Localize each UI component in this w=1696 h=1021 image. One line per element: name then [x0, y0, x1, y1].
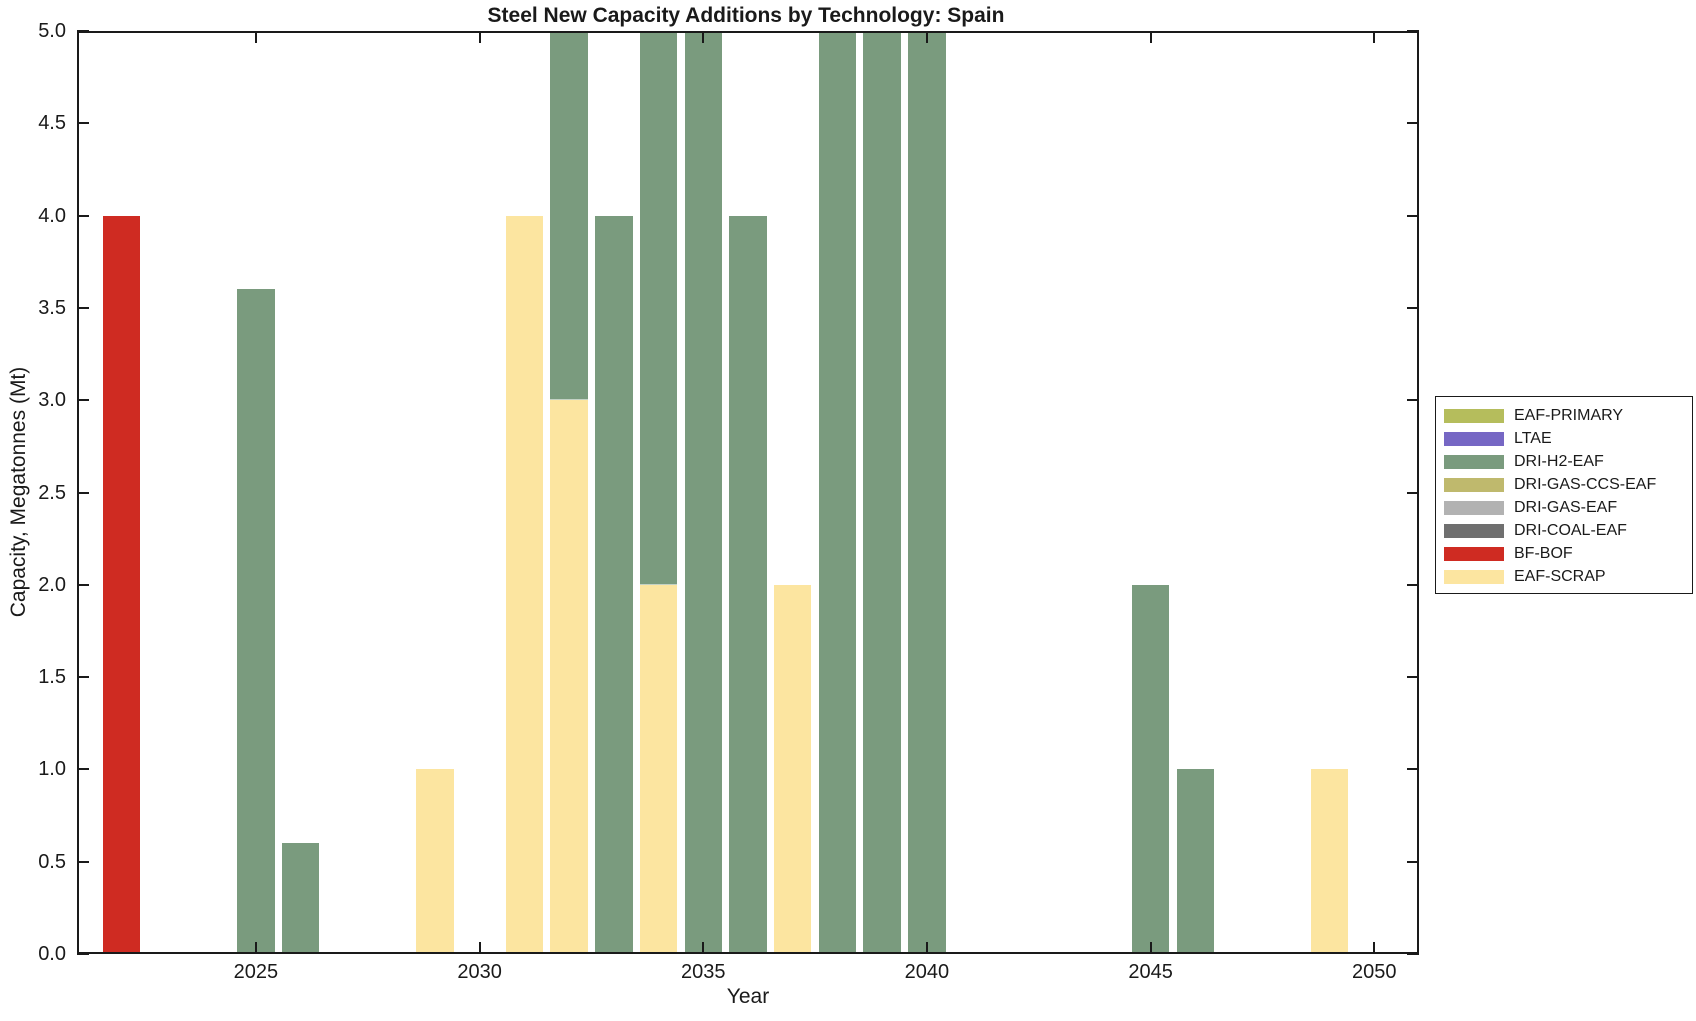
legend-item-dri-gas-eaf: DRI-GAS-EAF [1444, 496, 1692, 519]
legend-swatch-dri-coal-eaf [1444, 523, 1504, 538]
bar-2035-dri-h2-eaf [684, 31, 723, 954]
x-tick-top-2030 [478, 31, 481, 43]
y-tick-label-0.0: 0.0 [38, 943, 66, 965]
legend-item-ltae: LTAE [1444, 427, 1692, 450]
legend-swatch-dri-gas-eaf [1444, 500, 1504, 515]
legend-label-bf-bof: BF-BOF [1514, 545, 1573, 562]
x-tick-top-2045 [1149, 31, 1152, 43]
legend-item-bf-bof: BF-BOF [1444, 542, 1692, 565]
y-tick-label-4.5: 4.5 [38, 112, 66, 135]
y-tick-1.0 [77, 768, 89, 771]
y-tick-2.0 [77, 583, 89, 586]
legend-swatch-dri-gas-ccs-eaf [1444, 477, 1504, 492]
x-tick-label-2045: 2045 [1128, 961, 1173, 983]
bar-2034-eaf-scrap [639, 584, 678, 954]
bar-2033-dri-h2-eaf [595, 215, 633, 954]
legend-label-dri-gas-ccs-eaf: DRI-GAS-CCS-EAF [1514, 476, 1657, 493]
bar-2022-bf-bof [102, 215, 141, 954]
bar-2045-dri-h2-eaf [1131, 584, 1170, 954]
legend-swatch-eaf-primary [1444, 408, 1504, 423]
y-tick-label-2.0: 2.0 [38, 573, 66, 596]
y-tick-right-2.5 [1407, 491, 1419, 494]
legend-swatch-eaf-scrap [1444, 569, 1504, 584]
x-tick-2045 [1149, 942, 1152, 954]
legend-swatch-bf-bof [1444, 546, 1504, 561]
y-tick-3.5 [77, 306, 89, 309]
bar-2046-dri-h2-eaf [1176, 769, 1215, 954]
y-tick-1.5 [77, 676, 89, 679]
chart-title: Steel New Capacity Additions by Technolo… [487, 4, 1005, 27]
legend-item-dri-gas-ccs-eaf: DRI-GAS-CCS-EAF [1444, 473, 1692, 496]
y-tick-4.0 [77, 214, 89, 217]
bar-2025-dri-h2-eaf [237, 289, 275, 954]
legend-label-eaf-primary: EAF-PRIMARY [1514, 407, 1624, 424]
bar-2032-dri-h2-eaf [550, 31, 588, 401]
legend-label-dri-h2-eaf: DRI-H2-EAF [1514, 453, 1604, 470]
legend-label-dri-gas-eaf: DRI-GAS-EAF [1514, 499, 1618, 516]
legend-label-eaf-scrap: EAF-SCRAP [1514, 568, 1606, 585]
y-tick-3.0 [77, 399, 89, 402]
x-tick-top-2050 [1373, 31, 1376, 43]
y-tick-right-5.0 [1407, 30, 1419, 32]
y-tick-0.5 [77, 860, 89, 863]
y-tick-right-1.0 [1407, 768, 1419, 771]
y-tick-right-0.0 [1407, 953, 1419, 955]
bar-2031-eaf-scrap [505, 215, 544, 954]
legend-swatch-dri-h2-eaf [1444, 454, 1504, 469]
y-tick-label-5.0: 5.0 [38, 20, 66, 42]
x-tick-2035 [702, 942, 705, 954]
x-tick-2025 [254, 942, 257, 954]
y-tick-label-2.5: 2.5 [38, 481, 66, 504]
y-tick-right-1.5 [1407, 676, 1419, 679]
bar-2029-eaf-scrap [416, 769, 454, 954]
x-tick-top-2025 [254, 31, 257, 43]
legend-item-dri-h2-eaf: DRI-H2-EAF [1444, 450, 1692, 473]
x-tick-2050 [1373, 942, 1376, 954]
legend-label-dri-coal-eaf: DRI-COAL-EAF [1514, 522, 1627, 539]
y-tick-label-4.0: 4.0 [38, 204, 66, 227]
x-tick-2040 [925, 942, 928, 954]
y-tick-label-3.0: 3.0 [38, 389, 66, 412]
y-tick-label-1.5: 1.5 [38, 666, 66, 689]
x-tick-2030 [478, 942, 481, 954]
y-tick-4.5 [77, 122, 89, 125]
y-tick-right-3.5 [1407, 306, 1419, 309]
x-tick-label-2035: 2035 [681, 961, 726, 983]
x-tick-label-2030: 2030 [457, 961, 502, 983]
y-tick-5.0 [77, 30, 89, 32]
y-tick-right-3.0 [1407, 399, 1419, 402]
x-tick-label-2050: 2050 [1352, 961, 1397, 983]
x-tick-top-2040 [925, 31, 928, 43]
y-tick-right-4.5 [1407, 122, 1419, 125]
y-tick-label-1.0: 1.0 [38, 758, 66, 781]
plot-area [77, 30, 1419, 955]
bar-2026-dri-h2-eaf [281, 843, 320, 954]
bar-2040-dri-h2-eaf [908, 31, 946, 954]
legend: EAF-PRIMARY LTAE DRI-H2-EAF DRI-GAS-CCS-EAF… [1435, 396, 1693, 594]
y-tick-label-0.5: 0.5 [38, 850, 66, 873]
y-tick-label-3.5: 3.5 [38, 296, 66, 319]
x-tick-label-2040: 2040 [904, 961, 950, 983]
legend-item-eaf-scrap: EAF-SCRAP [1444, 565, 1692, 588]
x-axis-label: Year [726, 985, 770, 1008]
bar-2039-dri-h2-eaf [863, 31, 901, 954]
y-tick-right-2.0 [1407, 583, 1419, 586]
bar-2036-dri-h2-eaf [729, 215, 767, 954]
bar-2038-dri-h2-eaf [818, 31, 857, 954]
legend-label-ltae: LTAE [1514, 430, 1552, 447]
bar-2032-eaf-scrap [550, 400, 588, 954]
x-tick-label-2025: 2025 [233, 961, 279, 983]
y-tick-right-0.5 [1407, 860, 1419, 863]
x-tick-top-2035 [702, 31, 705, 43]
y-tick-0.0 [77, 953, 89, 955]
bar-2034-dri-h2-eaf [639, 31, 678, 585]
legend-item-eaf-primary: EAF-PRIMARY [1444, 404, 1692, 427]
legend-item-dri-coal-eaf: DRI-COAL-EAF [1444, 519, 1692, 542]
bar-2049-eaf-scrap [1310, 769, 1349, 954]
legend-swatch-ltae [1444, 431, 1504, 446]
y-tick-right-4.0 [1407, 214, 1419, 217]
y-tick-2.5 [77, 491, 89, 494]
bar-2037-eaf-scrap [773, 584, 812, 954]
